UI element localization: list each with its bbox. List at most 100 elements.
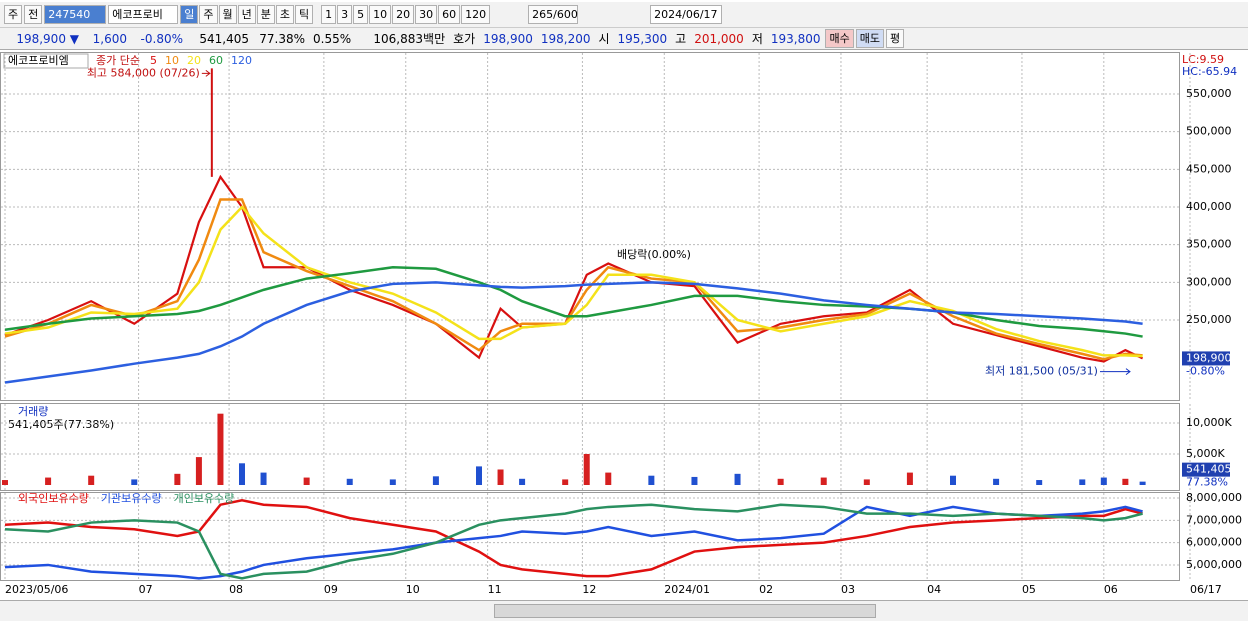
interval-button[interactable]: 년 bbox=[237, 5, 256, 24]
price: 198,900 ▼ bbox=[16, 31, 79, 46]
volume-bar bbox=[950, 475, 956, 485]
series-line bbox=[4, 174, 1144, 363]
legend-entry: 외국인보유수량 bbox=[18, 492, 89, 505]
y-tick-label: 7,000,000 bbox=[1186, 513, 1242, 526]
series-line bbox=[4, 498, 1143, 578]
series-line bbox=[4, 266, 1143, 338]
x-tick-label: 02 bbox=[759, 583, 773, 596]
legend-entry: 기관보유수량 bbox=[101, 492, 162, 505]
x-tick-label: 03 bbox=[841, 583, 855, 596]
volume-bar bbox=[1122, 478, 1129, 485]
volume-bar bbox=[389, 479, 396, 485]
stock-name: 에코프로비 bbox=[108, 5, 179, 24]
volume-bar bbox=[131, 479, 138, 485]
period-select[interactable]: 주 bbox=[4, 5, 23, 24]
count-button[interactable]: 120 bbox=[461, 5, 491, 24]
last-volume-box bbox=[1182, 462, 1230, 477]
x-tick-label: 04 bbox=[927, 583, 941, 596]
volume-bar bbox=[174, 473, 181, 485]
volume-bar bbox=[562, 479, 569, 485]
legend-entry: 5 bbox=[150, 54, 157, 67]
count-button[interactable]: 30 bbox=[415, 5, 438, 24]
count-button[interactable]: 20 bbox=[392, 5, 415, 24]
count-button[interactable]: 10 bbox=[369, 5, 392, 24]
y-tick-label: 250,000 bbox=[1186, 313, 1232, 326]
date-input[interactable]: 2024/06/17 bbox=[650, 5, 722, 24]
series-line bbox=[4, 205, 1143, 358]
count-group: 1 3 5 10 20 30 60 120 bbox=[321, 5, 491, 24]
last-volume: 541,405 bbox=[1186, 463, 1232, 476]
y-tick-label: 10,000K bbox=[1186, 416, 1232, 429]
volume-bar bbox=[239, 463, 245, 485]
bid: 198,200 bbox=[540, 31, 591, 46]
count-button[interactable]: 5 bbox=[353, 5, 369, 24]
volume-bar bbox=[217, 413, 224, 485]
volume-panel bbox=[0, 403, 1180, 491]
volume-bar bbox=[906, 472, 913, 485]
y-tick-label: 6,000,000 bbox=[1186, 536, 1242, 549]
last-price: 198,900 bbox=[1186, 351, 1232, 364]
code-input[interactable]: 247540 bbox=[44, 5, 107, 24]
y-tick-label: 5,000,000 bbox=[1186, 558, 1242, 571]
volume-bar bbox=[583, 453, 590, 485]
y-tick-label: 500,000 bbox=[1186, 125, 1232, 138]
low-label: 최저 181,500 (05/31) bbox=[985, 365, 1098, 378]
x-tick-label: 12 bbox=[582, 583, 596, 596]
interval-button[interactable]: 틱 bbox=[295, 5, 314, 24]
series-line bbox=[4, 198, 1143, 361]
scroll-thumb[interactable] bbox=[494, 604, 876, 618]
y-tick-label: 5,000K bbox=[1186, 447, 1225, 460]
series-line bbox=[4, 281, 1143, 384]
volume-bar bbox=[993, 478, 1000, 485]
interval-button[interactable]: 월 bbox=[218, 5, 237, 24]
x-tick-label: 2023/05/06 bbox=[5, 583, 68, 596]
x-tick-label: 06/17 bbox=[1190, 583, 1222, 596]
volume-bar bbox=[1079, 479, 1086, 485]
x-tick-label: 08 bbox=[229, 583, 243, 596]
high: 201,000 bbox=[694, 31, 744, 46]
interval-button[interactable]: 일 bbox=[180, 5, 199, 24]
volume-bar bbox=[303, 477, 310, 485]
volume-ratio: 77.38% bbox=[259, 31, 305, 46]
x-tick-label: 10 bbox=[406, 583, 420, 596]
turnover: 0.55% bbox=[313, 31, 352, 46]
volume-bar bbox=[346, 478, 353, 485]
interval-button[interactable]: 분 bbox=[256, 5, 275, 24]
volume-bar bbox=[1139, 481, 1146, 485]
high-label: 고 bbox=[675, 32, 687, 46]
series-line bbox=[4, 505, 1143, 580]
count-button[interactable]: 1 bbox=[321, 5, 337, 24]
amount: 106,883백만 bbox=[373, 32, 446, 46]
y-tick-label: 550,000 bbox=[1186, 87, 1232, 100]
volume-bar bbox=[863, 479, 870, 485]
high-arrow bbox=[201, 70, 211, 77]
volume-bar bbox=[605, 472, 612, 485]
volume-bar bbox=[88, 475, 95, 485]
volume-bar bbox=[519, 478, 526, 485]
price-panel bbox=[0, 52, 1180, 401]
count-button[interactable]: 3 bbox=[337, 5, 353, 24]
ask-label: 호가 bbox=[453, 32, 476, 46]
open: 195,300 bbox=[617, 31, 668, 46]
volume-title: 거래량 bbox=[18, 405, 48, 418]
y-tick-label: 450,000 bbox=[1186, 162, 1232, 175]
buy-button[interactable]: 매수 bbox=[825, 29, 854, 48]
volume-bar bbox=[691, 476, 698, 485]
adjust-select[interactable]: 전 bbox=[24, 5, 43, 24]
hc-label: HC:-65.94 bbox=[1182, 65, 1237, 78]
x-tick-label: 11 bbox=[488, 583, 502, 596]
interval-button[interactable]: 초 bbox=[275, 5, 294, 24]
scrollbar[interactable] bbox=[0, 600, 1248, 621]
low-label: 저 bbox=[751, 32, 763, 46]
eval-button[interactable]: 평 bbox=[885, 29, 905, 48]
interval-button[interactable]: 주 bbox=[199, 5, 218, 24]
range-input[interactable]: 265/600 bbox=[528, 5, 579, 24]
sell-button[interactable]: 매도 bbox=[855, 29, 884, 48]
count-button[interactable]: 60 bbox=[438, 5, 461, 24]
legend-entry: 10 bbox=[165, 54, 179, 67]
chart: 에코프로비엠 종가 단순 LC:9.59 HC:-65.94 배당락(0.00%… bbox=[0, 52, 1242, 596]
volume: 541,405 bbox=[199, 31, 249, 46]
